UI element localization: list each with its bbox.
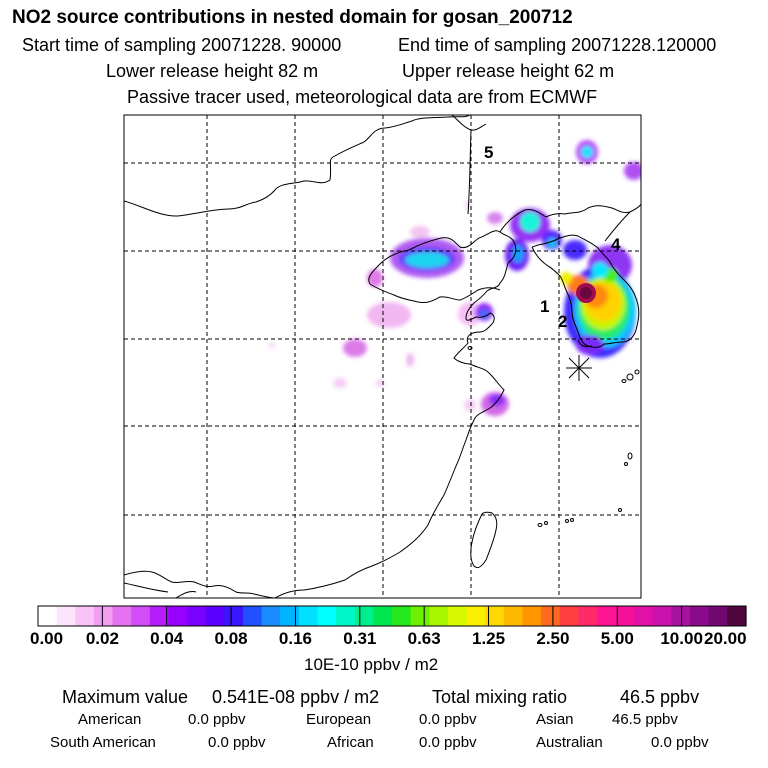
region-name: Asian [536,711,574,728]
colorbar-swatch [242,606,263,626]
colorbar-tick-label: 0.31 [343,629,377,648]
region-label-1: 1 [540,297,549,316]
colorbar-unit: 10E-10 ppbv / m2 [304,655,439,674]
island-outlines [467,346,640,527]
colorbar-swatch [671,606,691,626]
plot-title: NO2 source contributions in nested domai… [12,7,573,28]
colorbar-tick-label: 2.50 [536,629,570,648]
region-name: American [78,711,142,728]
colorbar-swatch [261,606,281,626]
region-name: African [327,734,374,751]
region-value: 0.0 ppbv [419,734,477,751]
colorbar-swatch [652,606,673,626]
colorbar-swatch [336,606,356,626]
total-value: 46.5 ppbv [620,687,700,707]
colorbar-swatch [634,606,654,626]
colorbar-swatch [485,606,505,626]
colorbar-swatch [708,606,728,626]
colorbar-swatch [410,606,430,626]
region-value: 0.0 ppbv [651,734,709,751]
max-label: Maximum value [62,687,189,707]
colorbar [37,605,747,627]
region-name: European [306,711,372,728]
colorbar-swatch [392,606,412,626]
colorbar-swatch [38,606,58,626]
colorbar-swatch [354,606,374,626]
graticule [124,115,641,598]
colorbar-swatch [727,606,747,626]
colorbar-swatch [131,606,151,626]
total-label: Total mixing ratio [432,687,568,707]
colorbar-swatch [149,606,170,626]
colorbar-swatch [429,606,449,626]
colorbar-frame [37,605,747,627]
region-name: Australian [536,734,603,751]
region-value: 0.0 ppbv [188,711,246,728]
colorbar-swatch [224,606,244,626]
colorbar-tick-label: 5.00 [600,629,634,648]
colorbar-swatch [280,606,300,626]
colorbar-tick-label: 0.08 [214,629,248,648]
receptor-asterisk-icon [566,355,592,381]
region-label-2: 2 [558,312,567,331]
colorbar-tick-label: 0.00 [30,629,64,648]
region-value: 46.5 ppbv [612,711,678,728]
colorbar-swatch [298,606,319,626]
coastlines [124,115,641,598]
colorbar-swatch [447,606,468,626]
colorbar-swatch [466,606,486,626]
region-value: 0.0 ppbv [208,734,266,751]
colorbar-swatch [615,606,635,626]
colorbar-swatch [596,606,617,626]
colorbar-tick-label: 0.16 [278,629,312,648]
colorbar-tick-label: 20.00 [704,629,747,648]
map-frame [123,114,642,599]
region-value: 0.0 ppbv [419,711,477,728]
start-time-label: Start time of sampling 20071228. 90000 [22,35,342,55]
colorbar-swatch [112,606,132,626]
upper-release-label: Upper release height 62 m [402,61,615,81]
colorbar-swatch [56,606,76,626]
colorbar-swatch [522,606,542,626]
colorbar-swatch [93,606,114,626]
colorbar-tick-label: 0.63 [407,629,441,648]
max-value: 0.541E-08 ppbv / m2 [212,687,380,707]
colorbar-swatch [559,606,579,626]
tracer-label: Passive tracer used, meteorological data… [127,87,598,107]
colorbar-tick-label: 0.04 [150,629,184,648]
colorbar-swatch [541,606,561,626]
concentration-field [268,140,641,416]
colorbar-swatch [205,606,225,626]
lower-release-label: Lower release height 82 m [106,61,319,81]
colorbar-tick-label: 10.00 [660,629,703,648]
colorbar-tick-label: 0.02 [85,629,119,648]
colorbar-swatch [690,606,710,626]
region-label-5: 5 [484,143,493,162]
region-name: South American [50,734,156,751]
colorbar-swatch [503,606,524,626]
colorbar-swatch [578,606,598,626]
colorbar-swatch [75,606,95,626]
end-time-label: End time of sampling 20071228.120000 [398,35,717,55]
region-label-4: 4 [611,235,621,254]
colorbar-swatch [168,606,188,626]
colorbar-tick-label: 1.25 [471,629,506,648]
colorbar-swatch [317,606,337,626]
colorbar-swatch [187,606,207,626]
colorbar-swatch [373,606,393,626]
